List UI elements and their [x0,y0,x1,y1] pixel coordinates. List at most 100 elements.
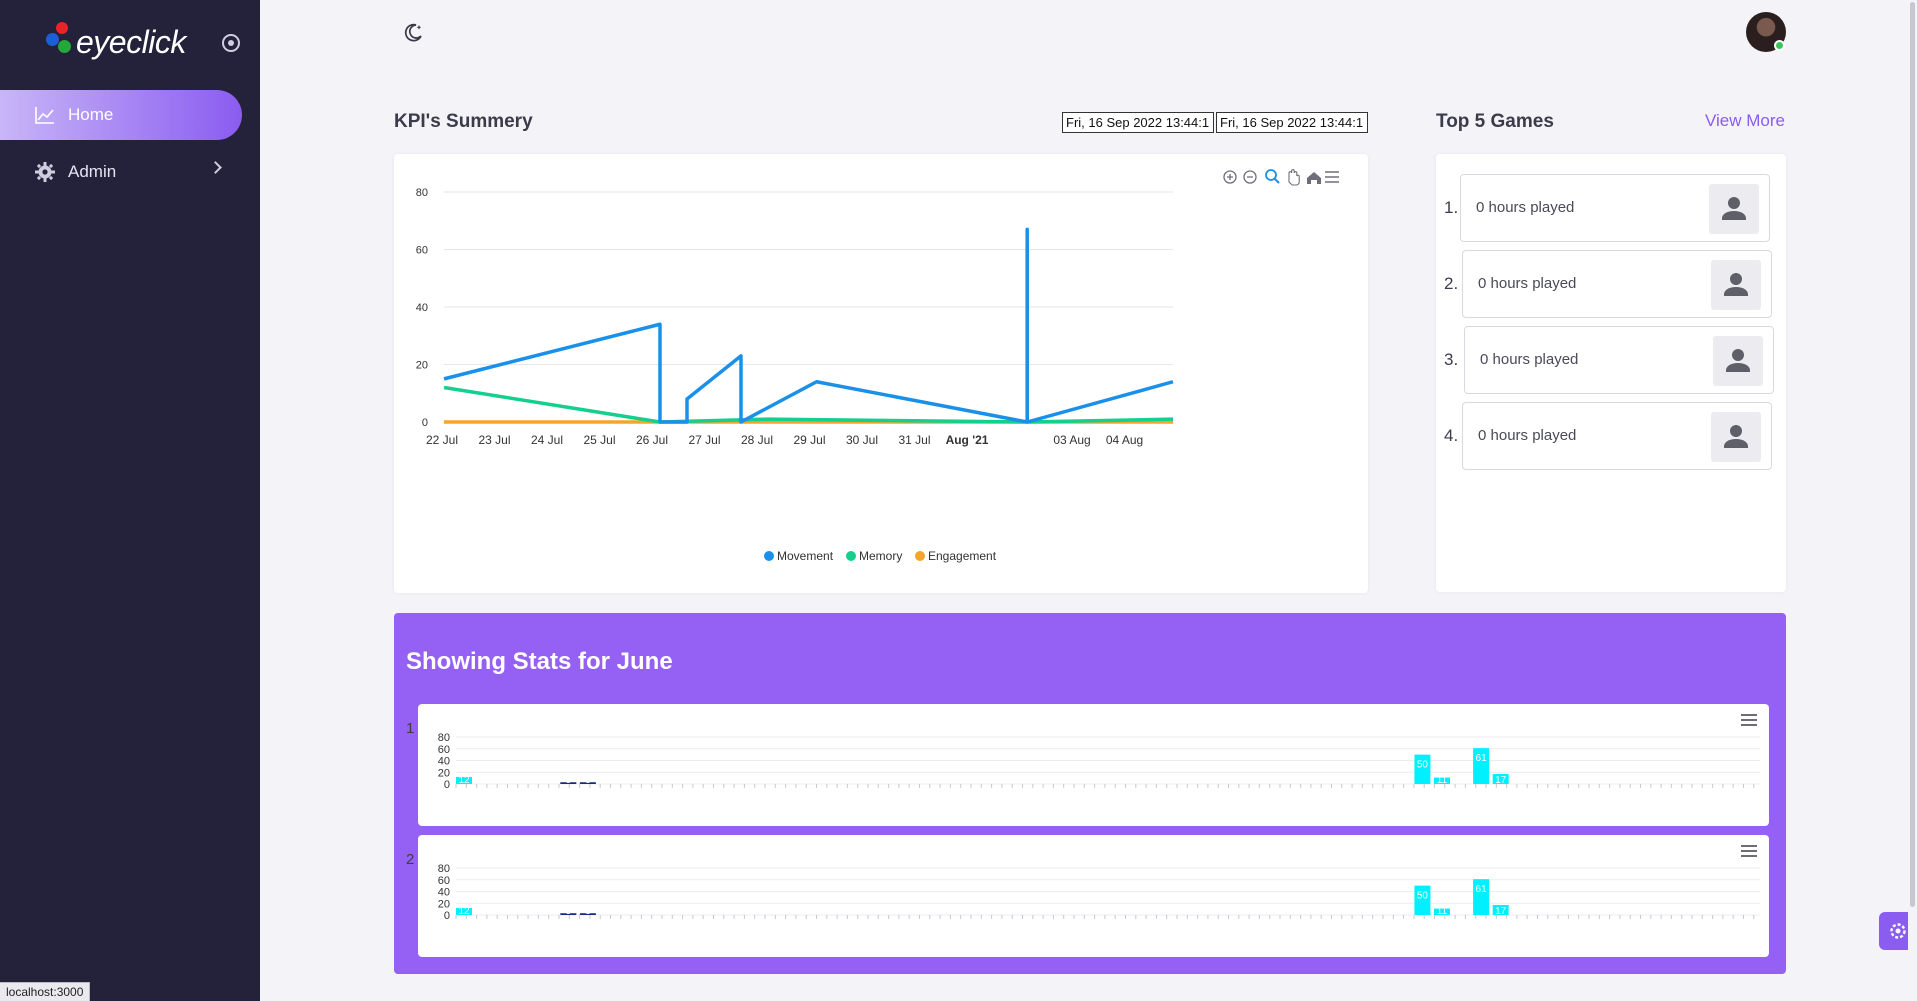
bar-data-label: 11 [1437,775,1448,786]
x-tick-label: 25 Jul [583,433,615,447]
bar [579,782,596,784]
top-games-title: Top 5 Games [1436,111,1554,132]
view-more-link[interactable]: View More [1705,111,1785,130]
bar-data-label: 17 [1495,906,1507,917]
chart-menu-icon[interactable] [1741,845,1757,857]
sidebar-item-label: Admin [68,162,117,181]
sidebar-item-home[interactable]: Home [0,90,242,140]
game-item-4[interactable]: 0 hours played [1462,402,1772,470]
bar-data-label: 12 [458,775,470,786]
bar-data-label: 50 [1417,760,1429,771]
person-icon [1709,184,1759,234]
gear-icon [34,161,56,183]
stats-title: Showing Stats for June [406,648,673,675]
legend-label-engagement: Engagement [928,549,997,563]
dark-mode-toggle-icon[interactable] [402,22,424,44]
y-tick-label: 0 [422,417,428,429]
y-tick-label: 40 [416,302,428,314]
chart-toolbar [1223,169,1339,186]
game-rank: 1. [1444,198,1459,217]
bar-data-label: 17 [1495,775,1507,786]
x-tick-label: 04 Aug [1106,433,1143,447]
y-tick-label: 0 [444,779,450,791]
game-item-2[interactable]: 0 hours played [1462,250,1772,318]
page-scrollbar-thumb[interactable] [1910,2,1915,907]
legend-marker-engagement [915,551,925,561]
x-tick-label: 27 Jul [688,433,720,447]
y-tick-label: 80 [438,732,450,744]
y-tick-label: 80 [438,863,450,875]
selection-zoom-icon[interactable] [1265,169,1280,184]
status-bar-url: localhost:3000 [0,982,91,1001]
kpi-chart-card [394,154,1368,593]
chart-menu-icon[interactable] [1325,171,1339,183]
bar [579,913,596,915]
person-icon [1711,260,1761,310]
bar [1434,777,1450,784]
date-to-input[interactable] [1216,112,1368,133]
stat-row-number: 2 [406,851,415,868]
game-item-3[interactable]: 0 hours played [1464,326,1774,394]
pan-hand-icon[interactable] [1288,169,1300,186]
bar [1473,748,1490,784]
bar-data-label: 50 [1417,891,1429,902]
bar-data-label: 3 [566,775,572,786]
sidebar-toggle-icon[interactable] [222,34,240,52]
x-tick-label: 03 Aug [1053,433,1090,447]
chevron-right-icon [209,161,222,174]
game-hours-label: 0 hours played [1480,351,1579,368]
x-tick-label: 30 Jul [846,433,878,447]
series-line-memory [443,244,1174,424]
sidebar-item-admin[interactable]: Admin [0,147,242,197]
x-tick-label: 28 Jul [741,433,773,447]
y-tick-label: 40 [438,756,450,768]
y-tick-label: 0 [444,910,450,922]
date-from-input[interactable] [1062,112,1214,133]
y-tick-label: 20 [438,898,450,910]
stat-row-number: 1 [406,720,415,737]
sidebar-item-label: Home [68,105,114,124]
game-hours-label: 0 hours played [1478,275,1577,292]
game-hours-label: 0 hours played [1478,427,1577,444]
zoom-in-icon[interactable] [1223,170,1237,184]
x-tick-label: Aug '21 [946,433,989,447]
x-tick-label: 24 Jul [531,433,563,447]
game-hours-label: 0 hours played [1476,199,1575,216]
game-rank: 2. [1444,274,1459,293]
y-tick-label: 20 [416,360,428,372]
y-tick-label: 60 [438,875,450,887]
bar-data-label: 61 [1476,753,1488,764]
legend-marker-movement [764,551,774,561]
game-rank: 4. [1444,426,1459,445]
person-icon [1713,336,1763,386]
bar-data-label: 11 [1437,906,1448,917]
zoom-out-icon[interactable] [1243,170,1257,184]
bar [1414,885,1431,915]
game-rank: 3. [1444,350,1459,369]
bar [456,907,472,915]
sidebar: eyeclick Home Admin [0,0,260,1001]
bar [1492,905,1509,915]
y-tick-label: 40 [438,887,450,899]
y-tick-label: 60 [416,245,428,257]
y-tick-label: 80 [416,187,428,199]
bar [560,913,577,915]
legend-marker-memory [846,551,856,561]
chart-legend: Movement Memory Engagement [764,549,997,563]
chart-menu-icon[interactable] [1741,714,1757,726]
legend-label-movement: Movement [777,549,834,563]
reset-home-icon[interactable] [1307,172,1321,184]
bar-data-label: 3 [566,906,572,917]
person-icon [1711,412,1761,462]
x-tick-label: 22 Jul [426,433,458,447]
logo-text: eyeclick [76,24,186,60]
bar [1414,754,1431,784]
bar-data-label: 12 [458,906,470,917]
bar [560,782,577,784]
bar [456,776,472,784]
bar [1434,908,1450,915]
kpi-line-chart: 0 20 40 60 80 22 Jul 23 Jul 24 Jul 25 Jul 26 Jul… [416,169,1339,563]
eyeclick-logo[interactable]: eyeclick [44,18,194,66]
game-item-1[interactable]: 0 hours played [1460,174,1770,242]
